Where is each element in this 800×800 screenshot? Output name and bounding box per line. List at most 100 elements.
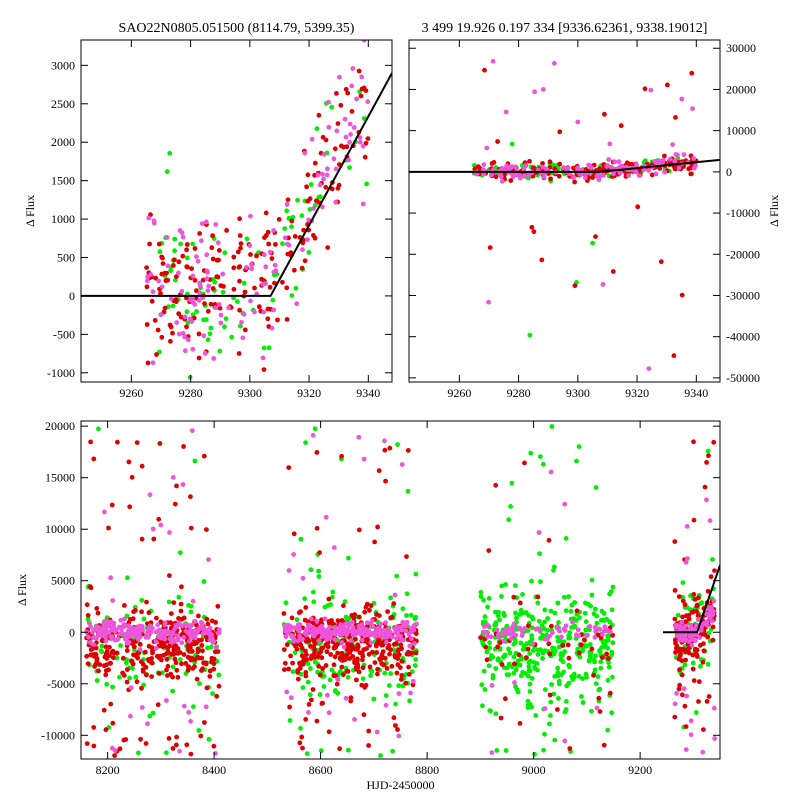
data-point [406, 664, 411, 670]
data-point [180, 253, 186, 259]
data-point [164, 656, 170, 662]
data-point [478, 635, 483, 640]
data-point [85, 613, 91, 618]
data-point [547, 692, 553, 698]
data-point [303, 673, 309, 679]
data-point [305, 622, 311, 628]
data-point [316, 664, 322, 669]
y-tick-label: 10000 [726, 124, 756, 138]
data-point [172, 656, 178, 662]
data-point [98, 648, 104, 654]
data-point [348, 638, 354, 643]
data-point [326, 99, 331, 105]
data-point [334, 128, 340, 134]
data-point [165, 649, 171, 655]
data-point [413, 631, 419, 637]
data-point [696, 699, 701, 704]
data-point [285, 197, 291, 203]
data-point [404, 554, 409, 559]
data-point [517, 173, 522, 178]
data-point [591, 611, 597, 617]
data-point [103, 668, 109, 673]
data-point [672, 588, 678, 593]
data-point [296, 610, 302, 616]
data-point [525, 646, 531, 652]
data-point [203, 661, 209, 667]
data-point [176, 620, 182, 626]
y-tick-label: 20000 [45, 419, 75, 433]
data-point [487, 708, 493, 713]
data-point [244, 236, 250, 242]
data-point [178, 601, 184, 607]
data-point [705, 448, 711, 454]
data-point [374, 612, 379, 617]
data-point [567, 746, 573, 751]
data-point [166, 599, 172, 605]
data-point [574, 608, 580, 614]
data-point [536, 618, 542, 624]
data-point [217, 348, 223, 354]
data-point [167, 530, 172, 535]
data-point [355, 662, 361, 668]
data-point [329, 186, 335, 192]
data-point [323, 184, 329, 190]
y-tick-label: -1000 [47, 366, 75, 380]
series-green [85, 426, 222, 756]
data-point [176, 636, 181, 641]
data-point [408, 690, 413, 696]
data-point [514, 615, 519, 621]
data-point [176, 311, 182, 317]
data-point [571, 175, 576, 180]
data-point [389, 663, 395, 669]
y-tick-label: -50000 [726, 371, 760, 385]
data-point [127, 713, 133, 719]
data-point [534, 661, 540, 666]
data-point [167, 150, 173, 156]
data-point [207, 674, 213, 679]
data-point [205, 337, 211, 343]
data-point [148, 272, 154, 277]
data-point [91, 725, 97, 730]
data-point [325, 644, 331, 650]
data-point [158, 291, 163, 296]
data-point [192, 246, 198, 251]
y-tick-label: -40000 [726, 330, 760, 344]
data-point [346, 157, 352, 163]
data-point [695, 613, 701, 618]
data-point [304, 184, 309, 190]
data-point [334, 91, 339, 96]
x-tick-label: 9000 [522, 763, 546, 777]
data-point [509, 141, 515, 147]
data-point [566, 680, 572, 686]
data-point [602, 111, 607, 117]
data-point [679, 619, 685, 625]
data-point [127, 504, 133, 510]
data-point [684, 524, 690, 529]
data-point [87, 621, 92, 626]
data-point [194, 640, 199, 646]
data-point [665, 82, 670, 88]
data-point [552, 674, 558, 679]
data-point [398, 642, 404, 648]
data-point [541, 174, 547, 180]
data-point [206, 283, 212, 289]
data-point [339, 453, 344, 459]
data-point [484, 145, 490, 151]
data-point [216, 257, 221, 263]
data-point [137, 647, 143, 652]
data-point [339, 640, 345, 645]
data-point [490, 58, 496, 64]
data-point [189, 428, 195, 433]
data-point [601, 617, 606, 623]
data-point [526, 664, 532, 669]
data-point [282, 660, 288, 666]
data-point [281, 647, 287, 652]
data-point [307, 692, 313, 698]
data-point [165, 263, 171, 269]
data-point [173, 622, 179, 628]
data-point [294, 617, 300, 623]
data-point [171, 263, 176, 268]
data-point [204, 527, 209, 532]
data-point [701, 727, 706, 732]
x-tick-label: 9280 [507, 386, 531, 400]
